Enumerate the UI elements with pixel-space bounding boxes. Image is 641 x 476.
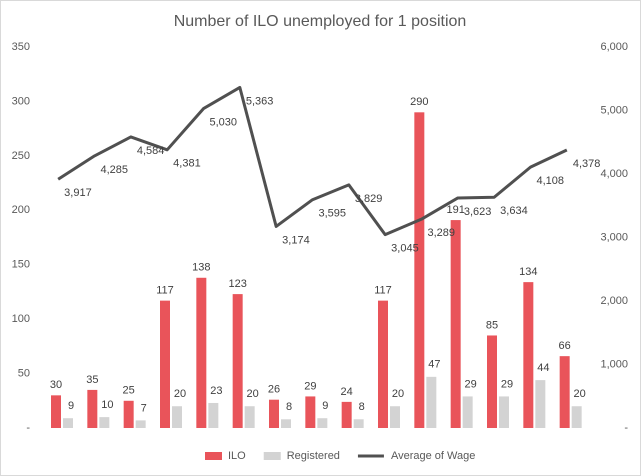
data-label: 9 [68,400,74,412]
bar [317,418,328,428]
bar [160,300,170,428]
data-label: 26 [268,384,280,396]
bar [63,418,73,428]
line-label: 4,381 [173,158,201,170]
data-label: 123 [228,278,246,290]
data-label: 44 [537,362,549,374]
data-label: 191 [446,204,464,216]
bar [208,402,219,428]
line-label: 4,378 [573,158,601,170]
bar [99,417,110,428]
bar [51,395,61,428]
chart-title: Number of ILO unemployed for 1 position [174,13,467,30]
bar [87,389,98,428]
data-label: 7 [141,402,147,414]
bar [135,420,146,428]
line-label: 4,108 [537,175,565,187]
data-label: 20 [247,388,259,400]
legend-label: Average of Wage [391,450,475,462]
bar [123,400,134,428]
y-tick-label: 150 [12,259,30,271]
data-label: 47 [428,359,440,371]
y-tick-label: - [26,422,30,434]
data-label: 24 [341,386,353,398]
line-label: 5,030 [210,117,238,129]
y-tick-label: 350 [12,41,30,53]
data-label: 117 [156,285,174,297]
bar [487,335,497,428]
data-label: 23 [210,385,222,397]
bar [378,300,388,428]
bar [450,220,461,428]
data-label: 35 [86,374,98,386]
line-label: 3,595 [319,208,347,220]
bar [281,419,291,428]
data-label: 29 [304,380,316,392]
line-label: 3,289 [428,227,456,239]
line [57,85,568,237]
bar [172,406,182,428]
bar [232,294,243,428]
bar [571,406,582,428]
data-label: 20 [574,388,586,400]
data-label: 9 [322,400,328,412]
bar [414,112,425,429]
y-tick-label: 300 [12,95,30,107]
line-label: 4,285 [101,164,129,176]
data-label: 85 [486,319,498,331]
data-label: 8 [359,401,365,413]
bar [535,380,546,428]
data-label: 29 [465,378,477,390]
y2-tick-label: 5,000 [600,104,628,116]
data-label: 20 [392,388,404,400]
line-label: 3,634 [500,205,528,217]
line-label: 3,917 [64,187,92,199]
legend-label: ILO [228,450,246,462]
y2-tick-label: 4,000 [600,168,628,180]
line-label: 3,045 [391,243,419,255]
y-tick-label: 250 [12,150,30,162]
bar [462,396,473,428]
data-label: 25 [123,385,135,397]
bar [341,401,352,428]
bar [390,406,400,428]
y2-tick-label: 6,000 [600,41,628,53]
legend-swatch [205,452,222,460]
data-label: 138 [192,262,210,274]
line-label: 3,623 [464,206,492,218]
y2-tick-label: 1,000 [600,358,628,370]
line-label: 5,363 [246,95,274,107]
bar [305,396,316,428]
data-label: 134 [519,266,537,278]
bar [499,396,509,428]
data-label: 8 [286,401,292,413]
bar [196,277,207,428]
y2-tick-label: - [624,422,628,434]
data-label: 117 [374,285,392,297]
line-label: 3,829 [355,193,383,205]
y-tick-label: 100 [12,313,30,325]
data-label: 66 [559,340,571,352]
legend-swatch [263,452,281,460]
legend-label: Registered [287,450,340,462]
line-label: 4,584 [137,145,165,157]
bar [244,406,255,428]
y2-tick-label: 2,000 [600,295,628,307]
bar [353,419,364,428]
data-label: 10 [101,399,113,411]
bar [559,356,570,428]
line-label: 3,174 [282,234,310,246]
y2-tick-label: 3,000 [600,231,628,243]
data-label: 290 [410,96,428,108]
bar [269,399,279,428]
bar [426,376,437,428]
y-tick-label: 50 [18,367,30,379]
data-label: 20 [174,388,186,400]
y-tick-label: 200 [12,204,30,216]
data-label: 30 [50,379,62,391]
bar [523,282,534,428]
data-label: 29 [501,378,513,390]
